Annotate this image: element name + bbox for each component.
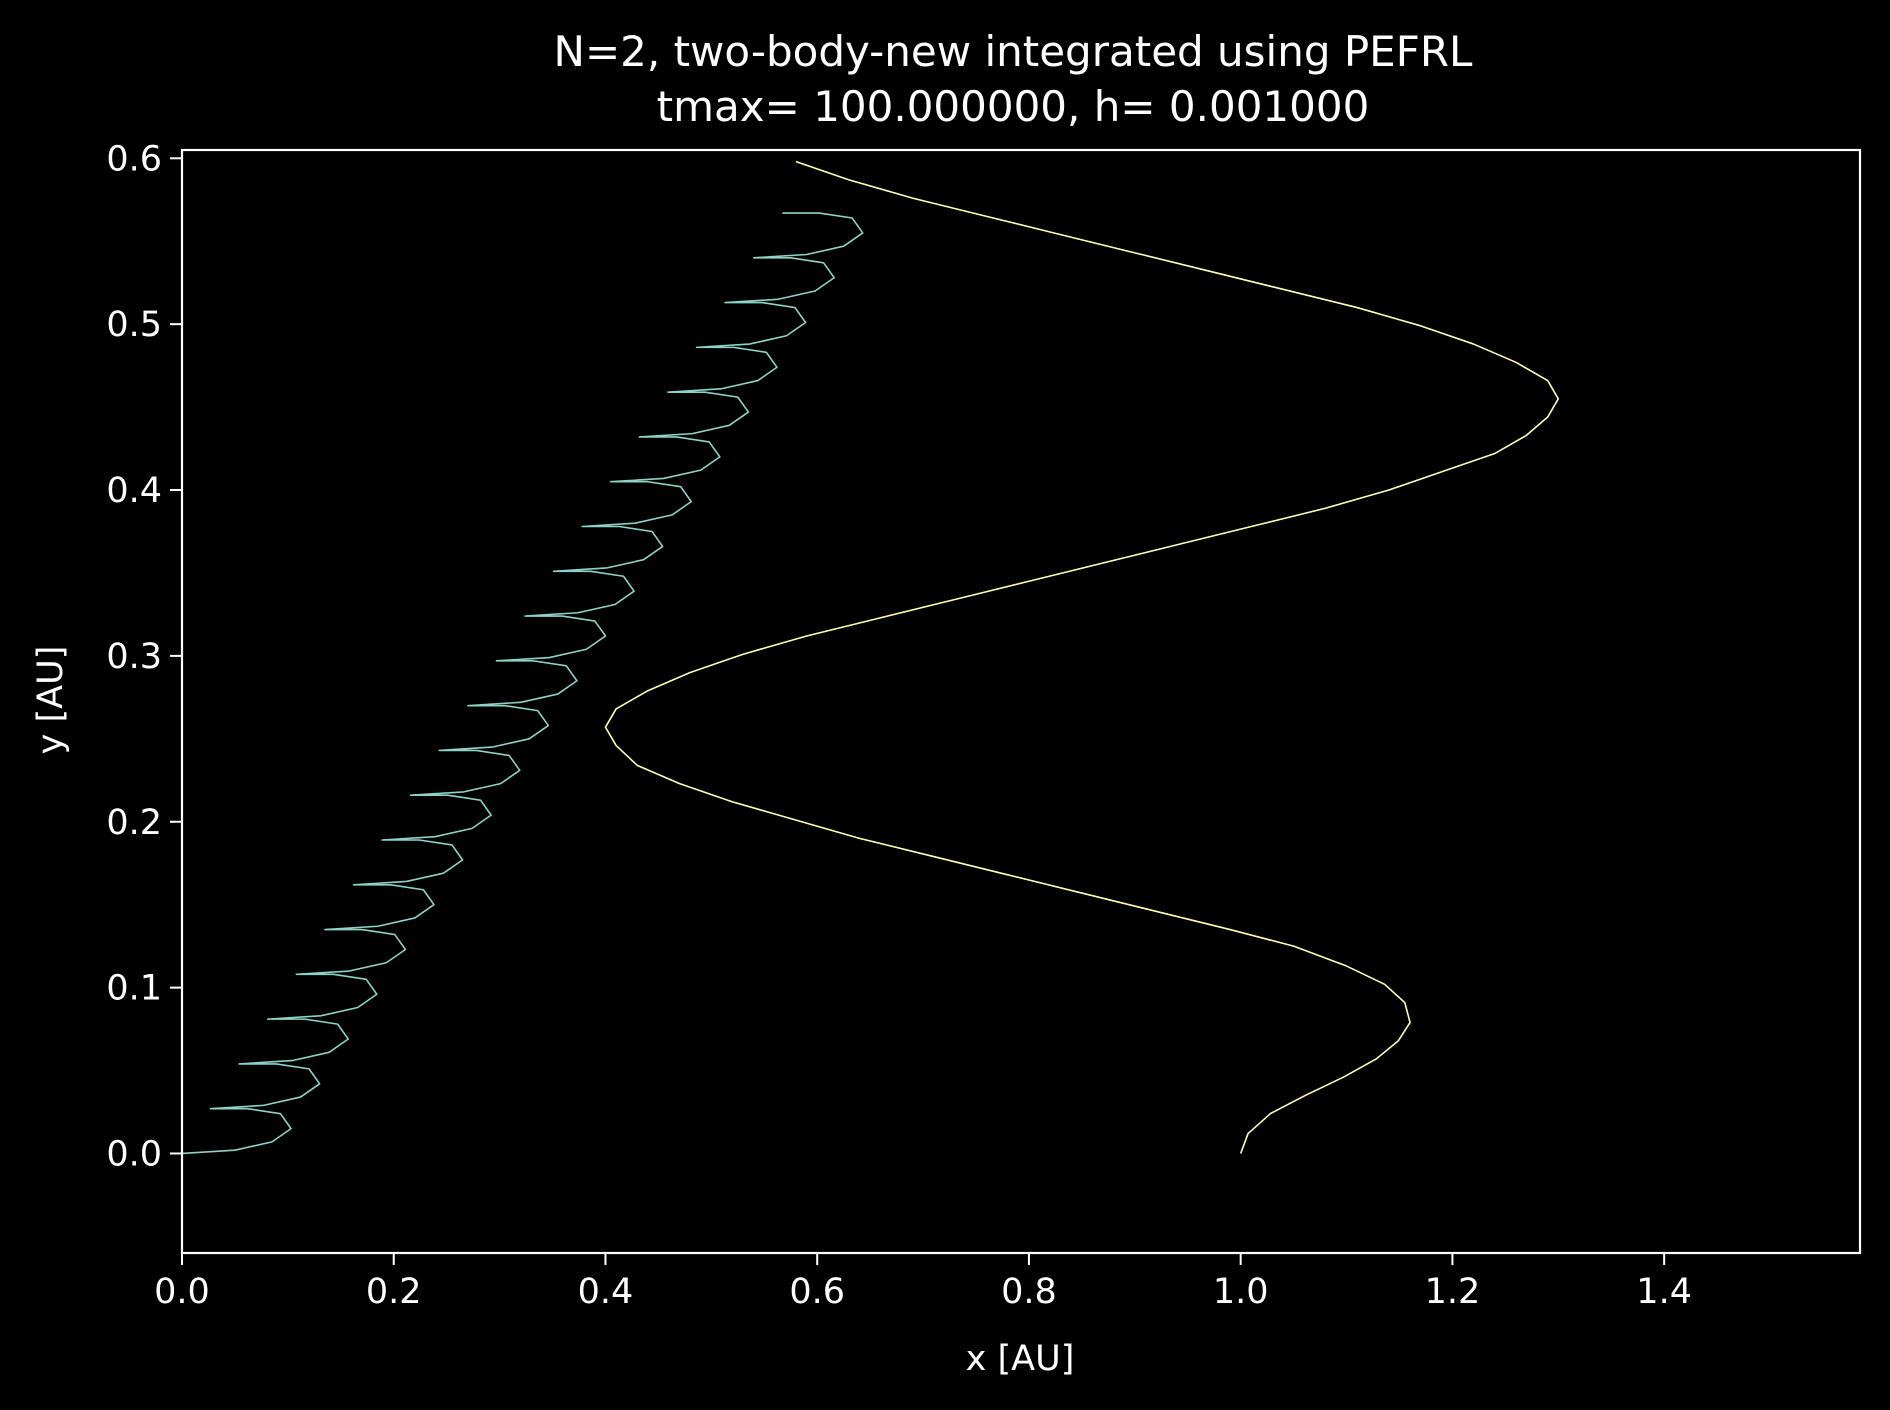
series-line-2 [604, 160, 1560, 1154]
x-tick-label-0: 0.0 [154, 1272, 210, 1312]
y-tick-label-4: 0.4 [106, 471, 162, 511]
plot-area-frame [180, 148, 1862, 1255]
chart-title-line-1: N=2, two-body-new integrated using PEFRL [554, 27, 1474, 76]
x-tick-label-4: 0.8 [1001, 1272, 1057, 1312]
y-tick-label-0: 0.0 [106, 1134, 162, 1174]
x-tick-label-6: 1.2 [1425, 1272, 1481, 1312]
x-tick-label-5: 1.0 [1213, 1272, 1269, 1312]
x-axis: 0.0 0.2 0.4 0.6 0.8 1.0 1.2 1.4 [154, 1253, 1692, 1312]
y-tick-label-3: 0.3 [106, 637, 162, 677]
x-tick-label-2: 0.4 [578, 1272, 634, 1312]
y-tick-label-1: 0.1 [106, 969, 162, 1009]
x-tick-label-3: 0.6 [789, 1272, 845, 1312]
x-tick-label-1: 0.2 [366, 1272, 422, 1312]
y-axis-label: y [AU] [31, 646, 71, 755]
y-tick-label-2: 0.2 [106, 803, 162, 843]
chart-title-line-2: tmax= 100.000000, h= 0.001000 [657, 82, 1370, 131]
y-tick-label-5: 0.5 [106, 305, 162, 345]
y-axis: 0.0 0.1 0.2 0.3 0.4 0.5 0.6 [106, 139, 182, 1174]
series-layer [181, 160, 1560, 1155]
x-tick-label-7: 1.4 [1636, 1272, 1692, 1312]
y-tick-label-6: 0.6 [106, 139, 162, 179]
x-axis-label: x [AU] [966, 1339, 1075, 1379]
series-line-1 [181, 212, 864, 1155]
